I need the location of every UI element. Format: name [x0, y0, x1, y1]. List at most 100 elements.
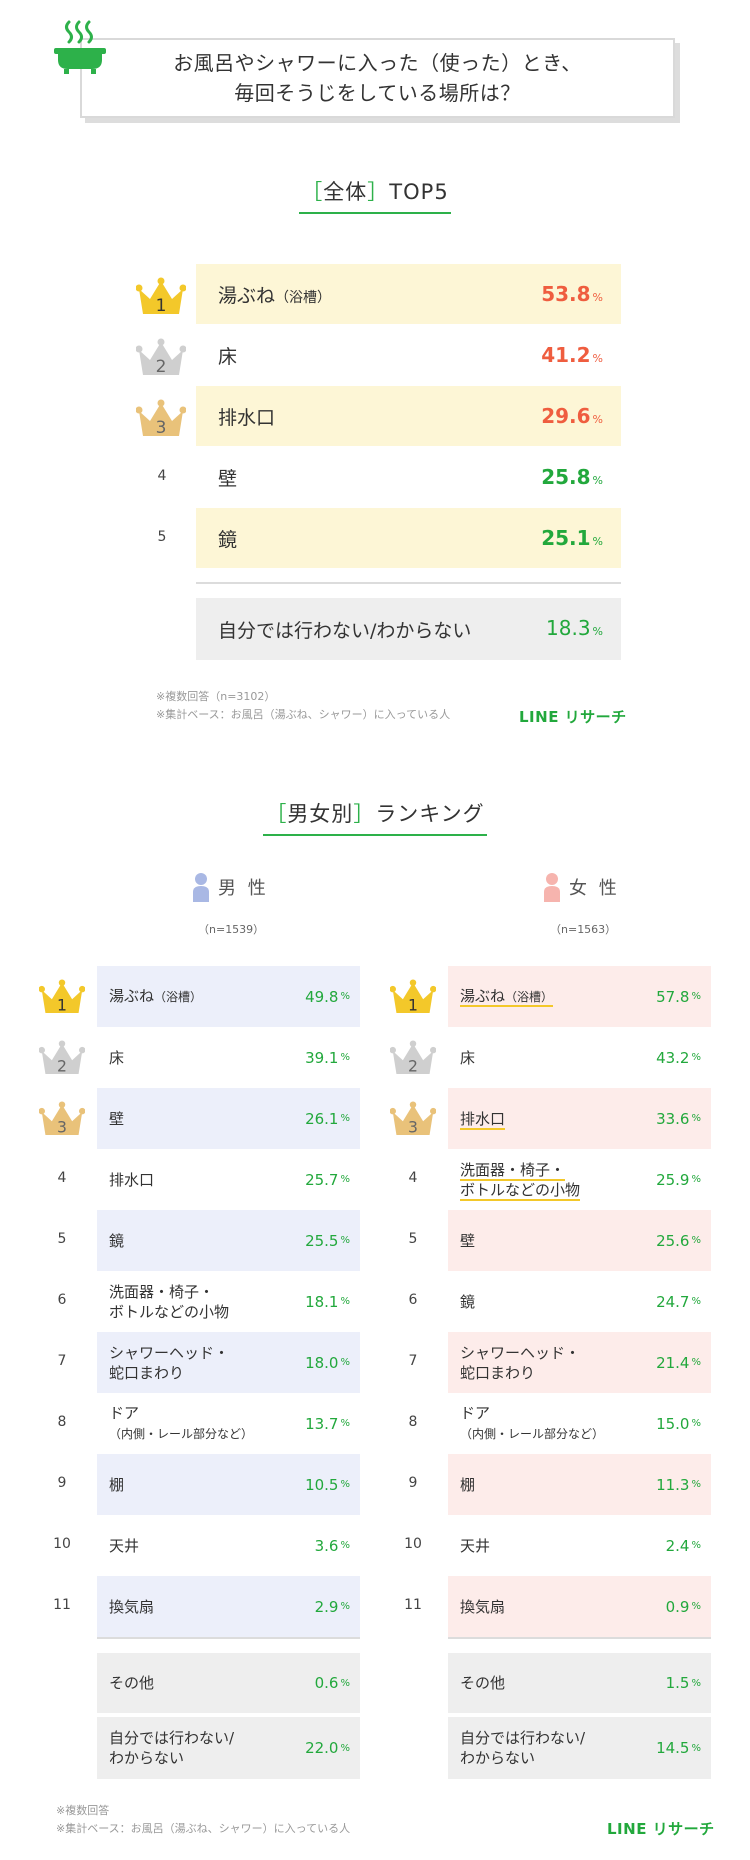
male-row-value: 18.1%	[305, 1292, 350, 1311]
female-row-label: 湯ぶね（浴槽）	[460, 966, 554, 1027]
male-row: 棚 10.5%	[97, 1454, 360, 1515]
overall-row-label: 鏡	[218, 525, 237, 552]
male-rank-number: 10	[53, 1536, 71, 1552]
male-row-value: 25.7%	[305, 1170, 350, 1189]
male-row: 排水口 25.7%	[97, 1149, 360, 1210]
male-row-label-line: 鏡	[109, 1231, 125, 1250]
gender-heading-main: 男女別	[287, 802, 354, 826]
female-row-label: 天井	[460, 1515, 490, 1576]
female-rank-number: 4	[408, 1170, 418, 1186]
male-crown-icon: 1	[39, 979, 85, 1014]
line-research-logo-bottom: LINE リサーチ	[607, 1820, 715, 1838]
male-row-label-line: 湯ぶね（浴槽）	[109, 987, 203, 1005]
male-row-label-line: 排水口	[109, 1170, 155, 1189]
overall-row: 鏡 25.1%	[196, 508, 621, 568]
overall-row-label: 湯ぶね（浴槽）	[218, 281, 331, 308]
female-row-value: 21.4%	[656, 1353, 701, 1372]
overall-row-label: 壁	[218, 464, 237, 491]
female-crown-icon: 3	[390, 1101, 436, 1136]
svg-text:2: 2	[57, 1056, 67, 1075]
female-row-label: 鏡	[460, 1271, 475, 1332]
bathtub-icon	[54, 20, 106, 74]
overall-heading-open: ［	[301, 180, 324, 204]
female-other-label-line: その他	[460, 1674, 506, 1692]
female-crown-icon: 1	[390, 979, 436, 1014]
female-rank-number: 8	[408, 1414, 418, 1430]
male-row-label-line: 蛇口まわり	[109, 1363, 185, 1382]
male-row-value: 10.5%	[305, 1475, 350, 1494]
female-row: 排水口 33.6%	[448, 1088, 711, 1149]
male-row-label: 湯ぶね（浴槽）	[109, 966, 202, 1027]
male-rank-number: 6	[57, 1292, 67, 1308]
crown-icon: 3	[136, 399, 186, 438]
female-row-value: 24.7%	[656, 1292, 701, 1311]
overall-other-label: 自分では行わない/わからない	[218, 620, 472, 642]
female-row-label: 排水口	[460, 1088, 506, 1149]
overall-heading: ［全体］TOP5	[0, 176, 750, 214]
male-row: 換気扇 2.9%	[97, 1576, 360, 1637]
male-row: 天井 3.6%	[97, 1515, 360, 1576]
female-row: 鏡 24.7%	[448, 1271, 711, 1332]
female-row-label-line: （内側・レール部分など）	[460, 1427, 605, 1441]
female-row: 換気扇 0.9%	[448, 1576, 711, 1637]
female-row-label-line: 蛇口まわり	[460, 1363, 536, 1382]
male-row-label: 排水口	[109, 1149, 154, 1210]
male-person-icon	[193, 873, 209, 902]
female-row-label: 棚	[460, 1454, 475, 1515]
overall-note-1: ※複数回答（n=3102）	[156, 690, 276, 703]
female-rank-number: 5	[408, 1231, 418, 1247]
overall-divider	[196, 582, 621, 584]
female-row-label: 換気扇	[460, 1576, 505, 1637]
overall-row-value: 29.6%	[541, 404, 603, 428]
gender-heading-close: ］	[353, 802, 376, 826]
male-row-label-line: （内側・レール部分など）	[109, 1427, 254, 1441]
male-row-label: ドア （内側・レール部分など）	[109, 1393, 253, 1454]
female-other-label-line: 自分では行わない/	[460, 1729, 586, 1747]
svg-text:3: 3	[156, 418, 167, 438]
overall-heading-main: 全体	[323, 180, 368, 204]
male-row-value: 39.1%	[305, 1048, 350, 1067]
overall-row: 壁 25.8%	[196, 447, 621, 507]
female-row-label-line: 換気扇	[460, 1597, 506, 1616]
female-row-value: 15.0%	[656, 1414, 701, 1433]
male-other-label: 自分では行わない/わからない	[109, 1717, 234, 1779]
male-other-value: 0.6%	[314, 1674, 350, 1692]
male-other-row: 自分では行わない/わからない 22.0%	[97, 1717, 360, 1779]
female-other-value: 1.5%	[665, 1674, 701, 1692]
male-row-label: 床	[109, 1027, 124, 1088]
male-row-label: 換気扇	[109, 1576, 154, 1637]
female-row-label: 壁	[460, 1210, 475, 1271]
overall-row-label-main: 鏡	[218, 528, 238, 551]
svg-text:1: 1	[156, 296, 167, 316]
female-row-label-line: 壁	[460, 1231, 476, 1250]
female-row: 洗面器・椅子・ ボトルなどの小物 25.9%	[448, 1149, 711, 1210]
female-row-value: 25.9%	[656, 1170, 701, 1189]
male-divider	[97, 1637, 360, 1639]
female-row-label-line: シャワーヘッド・	[460, 1343, 581, 1362]
gender-heading: ［男女別］ランキング	[0, 798, 750, 836]
title-line-1: お風呂やシャワーに入った（使った）とき、	[173, 51, 582, 75]
female-row-value: 2.4%	[665, 1536, 701, 1555]
male-row-value: 49.8%	[305, 987, 350, 1006]
female-other-value: 14.5%	[656, 1739, 701, 1757]
male-row-value: 3.6%	[314, 1536, 350, 1555]
overall-notes: ※複数回答（n=3102） ※集計ベース：お風呂（湯ぶね、シャワー）に入っている…	[156, 688, 450, 724]
male-row-label-line: シャワーヘッド・	[109, 1343, 230, 1362]
svg-text:2: 2	[156, 357, 167, 377]
male-row: 湯ぶね（浴槽） 49.8%	[97, 966, 360, 1027]
female-row-label-line: 床	[460, 1048, 476, 1067]
female-row-label-line: 排水口	[460, 1109, 506, 1130]
male-row-label: 洗面器・椅子・ ボトルなどの小物	[109, 1271, 229, 1332]
female-row-value: 43.2%	[656, 1048, 701, 1067]
overall-row-label-main: 床	[218, 345, 238, 368]
male-other-label-line: わからない	[109, 1749, 185, 1767]
female-rank-number: 10	[404, 1536, 422, 1552]
male-other-label-line: 自分では行わない/	[109, 1729, 235, 1747]
crown-icon: 1	[136, 277, 186, 316]
svg-text:2: 2	[408, 1056, 418, 1075]
svg-text:1: 1	[57, 995, 67, 1014]
male-other-label-line: その他	[109, 1674, 155, 1692]
female-person-icon	[544, 873, 560, 902]
overall-row-label-main: 壁	[218, 467, 238, 490]
male-row-label: 壁	[109, 1088, 124, 1149]
